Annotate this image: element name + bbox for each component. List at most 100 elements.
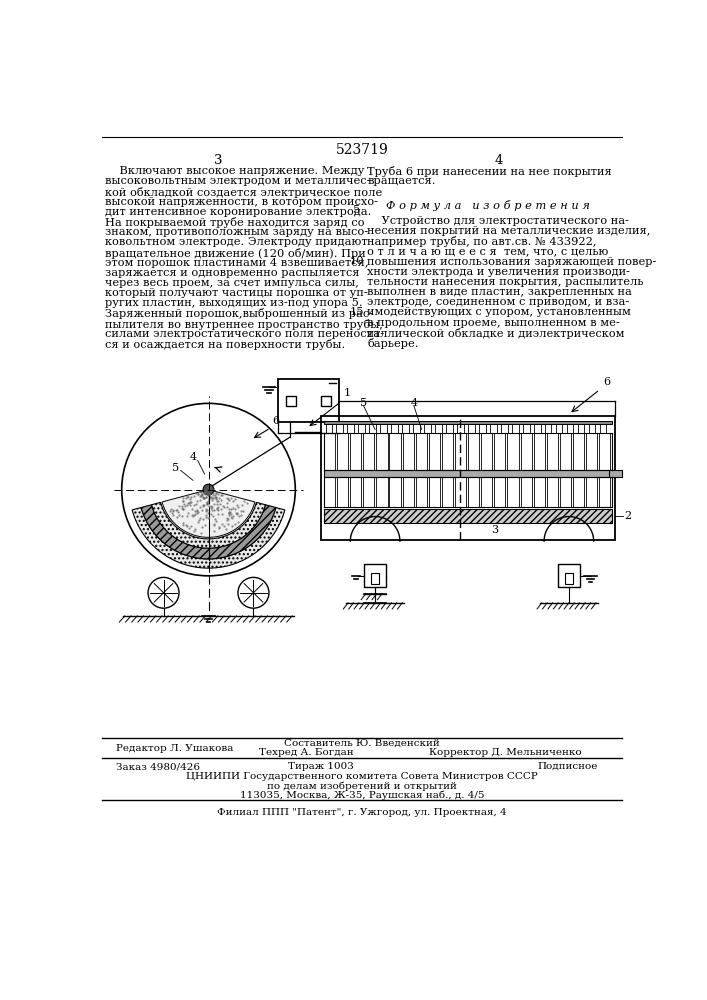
- Bar: [481, 477, 492, 507]
- Bar: [402, 424, 409, 433]
- Text: 4: 4: [189, 452, 197, 462]
- Bar: [508, 433, 518, 470]
- Bar: [380, 424, 387, 433]
- Polygon shape: [151, 502, 265, 548]
- Bar: [321, 396, 331, 406]
- Bar: [547, 477, 558, 507]
- Text: ругих пластин, выходящих из-под упора 5.: ругих пластин, выходящих из-под упора 5.: [105, 298, 363, 308]
- Bar: [442, 433, 453, 470]
- Text: ЦНИИПИ Государственного комитета Совета Министров СССР: ЦНИИПИ Государственного комитета Совета …: [186, 772, 538, 781]
- Bar: [376, 433, 387, 470]
- Bar: [371, 573, 379, 584]
- Bar: [321, 416, 615, 540]
- Bar: [350, 433, 361, 470]
- Text: 1: 1: [344, 388, 351, 398]
- Polygon shape: [141, 505, 276, 559]
- Text: 113035, Москва, Ж-35, Раушская наб., д. 4/5: 113035, Москва, Ж-35, Раушская наб., д. …: [240, 791, 484, 800]
- Text: электроде, соединенном с приводом, и вза-: электроде, соединенном с приводом, и вза…: [368, 297, 630, 307]
- Bar: [457, 424, 464, 433]
- Bar: [494, 433, 506, 470]
- Bar: [337, 433, 349, 470]
- Bar: [279, 379, 339, 422]
- Bar: [369, 424, 376, 433]
- Bar: [494, 477, 506, 507]
- Text: повышения использования заряжающей повер-: повышения использования заряжающей повер…: [368, 257, 657, 267]
- Text: Корректор Д. Мельниченко: Корректор Д. Мельниченко: [429, 748, 582, 757]
- Text: Заказ 4980/426: Заказ 4980/426: [115, 762, 199, 771]
- Text: знаком, противоположным заряду на высо-: знаком, противоположным заряду на высо-: [105, 227, 368, 237]
- Bar: [512, 424, 518, 433]
- Bar: [586, 477, 597, 507]
- Polygon shape: [162, 490, 255, 537]
- Bar: [468, 424, 474, 433]
- Bar: [600, 424, 607, 433]
- Text: 3: 3: [491, 525, 498, 535]
- Bar: [358, 424, 365, 433]
- Bar: [599, 433, 610, 470]
- Circle shape: [203, 484, 214, 495]
- Text: кой обкладкой создается электрическое поле: кой обкладкой создается электрическое по…: [105, 187, 382, 198]
- Bar: [337, 424, 343, 433]
- Text: вращается.: вращается.: [368, 176, 436, 186]
- Text: 3: 3: [214, 154, 223, 167]
- Text: например трубы, по авт.св. № 433922,: например трубы, по авт.св. № 433922,: [368, 236, 597, 247]
- Text: дит интенсивное коронирование электрода.: дит интенсивное коронирование электрода.: [105, 207, 372, 217]
- Bar: [545, 424, 551, 433]
- Bar: [324, 421, 612, 424]
- Text: 5: 5: [353, 205, 360, 215]
- Bar: [324, 433, 335, 470]
- Text: 6: 6: [272, 416, 279, 426]
- Text: силами электростатического поля переносит-: силами электростатического поля переноси…: [105, 329, 385, 339]
- Bar: [560, 433, 571, 470]
- Polygon shape: [132, 508, 285, 568]
- Text: в продольном проеме, выполненном в ме-: в продольном проеме, выполненном в ме-: [368, 318, 620, 328]
- Bar: [586, 433, 597, 470]
- Text: 10: 10: [349, 256, 364, 266]
- Bar: [416, 477, 427, 507]
- Text: Труба 6 при нанесении на нее покрытия: Труба 6 при нанесении на нее покрытия: [368, 166, 612, 177]
- Bar: [599, 477, 610, 507]
- Bar: [523, 424, 530, 433]
- Bar: [324, 470, 612, 477]
- Text: Устройство для электростатического на-: Устройство для электростатического на-: [368, 216, 629, 226]
- Text: 5: 5: [360, 398, 367, 408]
- Bar: [455, 433, 466, 470]
- Bar: [390, 433, 401, 470]
- Text: имодействующих с упором, установленным: имодействующих с упором, установленным: [368, 307, 631, 317]
- Bar: [347, 424, 354, 433]
- Bar: [481, 433, 492, 470]
- Bar: [534, 433, 545, 470]
- Bar: [429, 433, 440, 470]
- Text: пылителя во внутреннее пространство трубы,: пылителя во внутреннее пространство труб…: [105, 319, 383, 330]
- Bar: [416, 433, 427, 470]
- Bar: [565, 573, 573, 584]
- Text: таллической обкладке и диэлектрическом: таллической обкладке и диэлектрическом: [368, 328, 625, 339]
- Bar: [490, 424, 496, 433]
- Bar: [508, 477, 518, 507]
- Bar: [455, 477, 466, 507]
- Text: тельности нанесения покрытия, распылитель: тельности нанесения покрытия, распылител…: [368, 277, 644, 287]
- Bar: [534, 424, 541, 433]
- Text: Составитель Ю. Введенский: Составитель Ю. Введенский: [284, 739, 440, 748]
- Bar: [567, 424, 573, 433]
- Bar: [324, 509, 612, 523]
- Text: через весь проем, за счет импульса силы,: через весь проем, за счет импульса силы,: [105, 278, 359, 288]
- Text: высоковольтным электродом и металличес-: высоковольтным электродом и металличес-: [105, 176, 371, 186]
- Text: который получают частицы порошка от уп-: который получают частицы порошка от уп-: [105, 288, 368, 298]
- Text: несения покрытий на металлические изделия,: несения покрытий на металлические издели…: [368, 226, 650, 236]
- Text: Подписное: Подписное: [538, 762, 598, 771]
- Text: по делам изобретений и открытий: по делам изобретений и открытий: [267, 781, 457, 791]
- Bar: [589, 424, 595, 433]
- Text: 4: 4: [495, 154, 503, 167]
- Text: этом порошок пластинами 4 взвешивается,: этом порошок пластинами 4 взвешивается,: [105, 258, 369, 268]
- Bar: [520, 477, 532, 507]
- Text: 15: 15: [349, 307, 364, 317]
- Bar: [501, 424, 508, 433]
- Text: 523719: 523719: [336, 143, 388, 157]
- Text: 4: 4: [410, 398, 417, 408]
- Bar: [520, 433, 532, 470]
- Text: Включают высокое напряжение. Между: Включают высокое напряжение. Между: [105, 166, 365, 176]
- Bar: [429, 477, 440, 507]
- Text: Ф о р м у л а   и з о б р е т е н и я: Ф о р м у л а и з о б р е т е н и я: [385, 200, 590, 211]
- Bar: [324, 477, 335, 507]
